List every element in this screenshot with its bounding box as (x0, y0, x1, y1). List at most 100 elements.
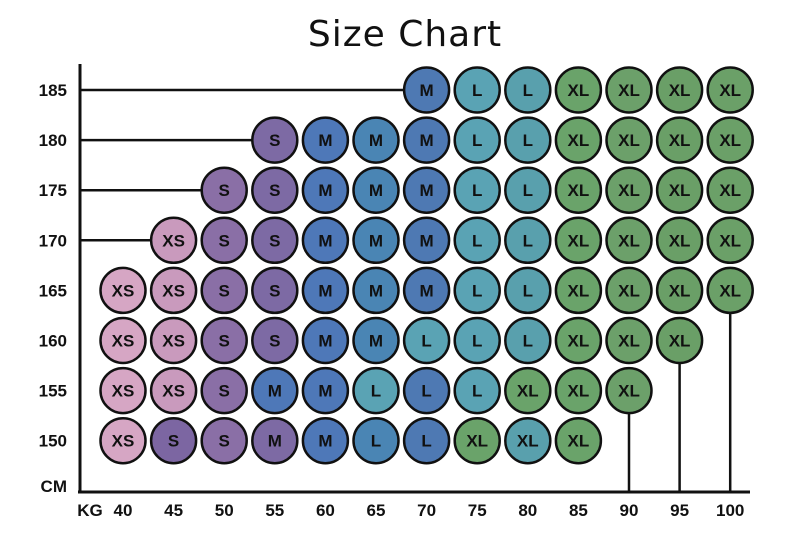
size-circle (655, 216, 704, 265)
size-label: XL (719, 131, 741, 150)
size-label: M (369, 131, 383, 150)
x-tick-label: 50 (215, 501, 234, 520)
size-label: L (371, 432, 381, 451)
size-circle (504, 316, 552, 365)
size-circle (605, 216, 653, 265)
x-tick-label: 100 (716, 501, 744, 520)
y-tick-label: 170 (39, 231, 67, 250)
size-label: M (420, 231, 434, 250)
size-circle (453, 416, 501, 465)
size-circle (99, 366, 147, 415)
size-label: XL (568, 432, 590, 451)
size-circle (251, 366, 299, 415)
size-circle (301, 166, 350, 214)
size-label: XS (112, 332, 135, 351)
size-circle (453, 266, 501, 315)
x-tick-label: 65 (367, 501, 386, 520)
size-circle (453, 66, 501, 114)
chart-title: Size Chart (307, 14, 503, 55)
size-label: XL (669, 332, 691, 351)
size-label: M (318, 181, 332, 200)
size-circle (504, 366, 552, 415)
size-circle (655, 316, 704, 365)
size-label: M (318, 131, 332, 150)
size-circle (402, 316, 451, 365)
size-label: XL (568, 281, 590, 300)
y-unit-label: CM (41, 477, 67, 496)
y-tick-label: 185 (39, 81, 67, 100)
size-label: XL (719, 181, 741, 200)
x-tick-label: 90 (620, 501, 639, 520)
size-circle (99, 416, 147, 465)
size-circle (402, 66, 451, 114)
size-circle (149, 316, 198, 365)
size-label: L (421, 432, 431, 451)
size-label: XL (517, 382, 539, 401)
size-label: XL (669, 231, 691, 250)
size-circle (504, 416, 552, 465)
size-label: XL (568, 81, 590, 100)
x-tick-label: 70 (417, 501, 436, 520)
size-label: XL (568, 332, 590, 351)
size-label: XL (618, 281, 640, 300)
size-circle (402, 266, 451, 315)
size-circle (352, 416, 400, 465)
size-label: S (219, 181, 230, 200)
size-circle (554, 266, 603, 315)
size-circle (453, 116, 501, 164)
size-label: XL (669, 81, 691, 100)
size-label: XL (669, 281, 691, 300)
size-circle (504, 216, 552, 265)
size-circle (605, 66, 653, 114)
size-label: S (219, 332, 230, 351)
size-label: L (472, 382, 482, 401)
size-label: M (369, 181, 383, 200)
size-label: XS (112, 382, 135, 401)
size-circle (200, 166, 248, 214)
size-circle (149, 216, 198, 265)
size-label: XL (568, 131, 590, 150)
size-circle (605, 316, 653, 365)
size-label: S (269, 231, 280, 250)
size-label: XS (162, 332, 185, 351)
size-label: M (420, 181, 434, 200)
size-label: XL (669, 131, 691, 150)
size-circle (352, 116, 400, 164)
size-label: S (219, 432, 230, 451)
size-label: M (268, 432, 282, 451)
size-label: M (369, 281, 383, 300)
y-tick-label: 150 (39, 432, 67, 451)
size-label: M (318, 332, 332, 351)
size-label: S (269, 281, 280, 300)
size-circle (251, 216, 299, 265)
size-label: XL (568, 181, 590, 200)
x-tick-label: 95 (670, 501, 689, 520)
x-tick-label: 40 (114, 501, 133, 520)
size-circle (99, 316, 147, 365)
size-circle (706, 66, 754, 114)
size-circle (605, 166, 653, 214)
size-circle (554, 216, 603, 265)
size-label: S (219, 382, 230, 401)
size-label: XL (568, 231, 590, 250)
size-label: M (369, 332, 383, 351)
size-circle (504, 116, 552, 164)
size-label: XL (618, 231, 640, 250)
x-tick-label: 55 (265, 501, 284, 520)
size-circle (251, 316, 299, 365)
size-label: XL (669, 181, 691, 200)
size-label: L (523, 231, 533, 250)
size-circle (554, 166, 603, 214)
size-label: L (472, 231, 482, 250)
size-circle (149, 416, 198, 465)
size-circle (655, 116, 704, 164)
size-label: L (523, 281, 533, 300)
size-circle (301, 416, 350, 465)
size-label: L (421, 382, 431, 401)
size-label: L (421, 332, 431, 351)
y-tick-label: 165 (39, 281, 67, 300)
size-circle (251, 116, 299, 164)
size-label: XL (618, 382, 640, 401)
size-circle (453, 366, 501, 415)
